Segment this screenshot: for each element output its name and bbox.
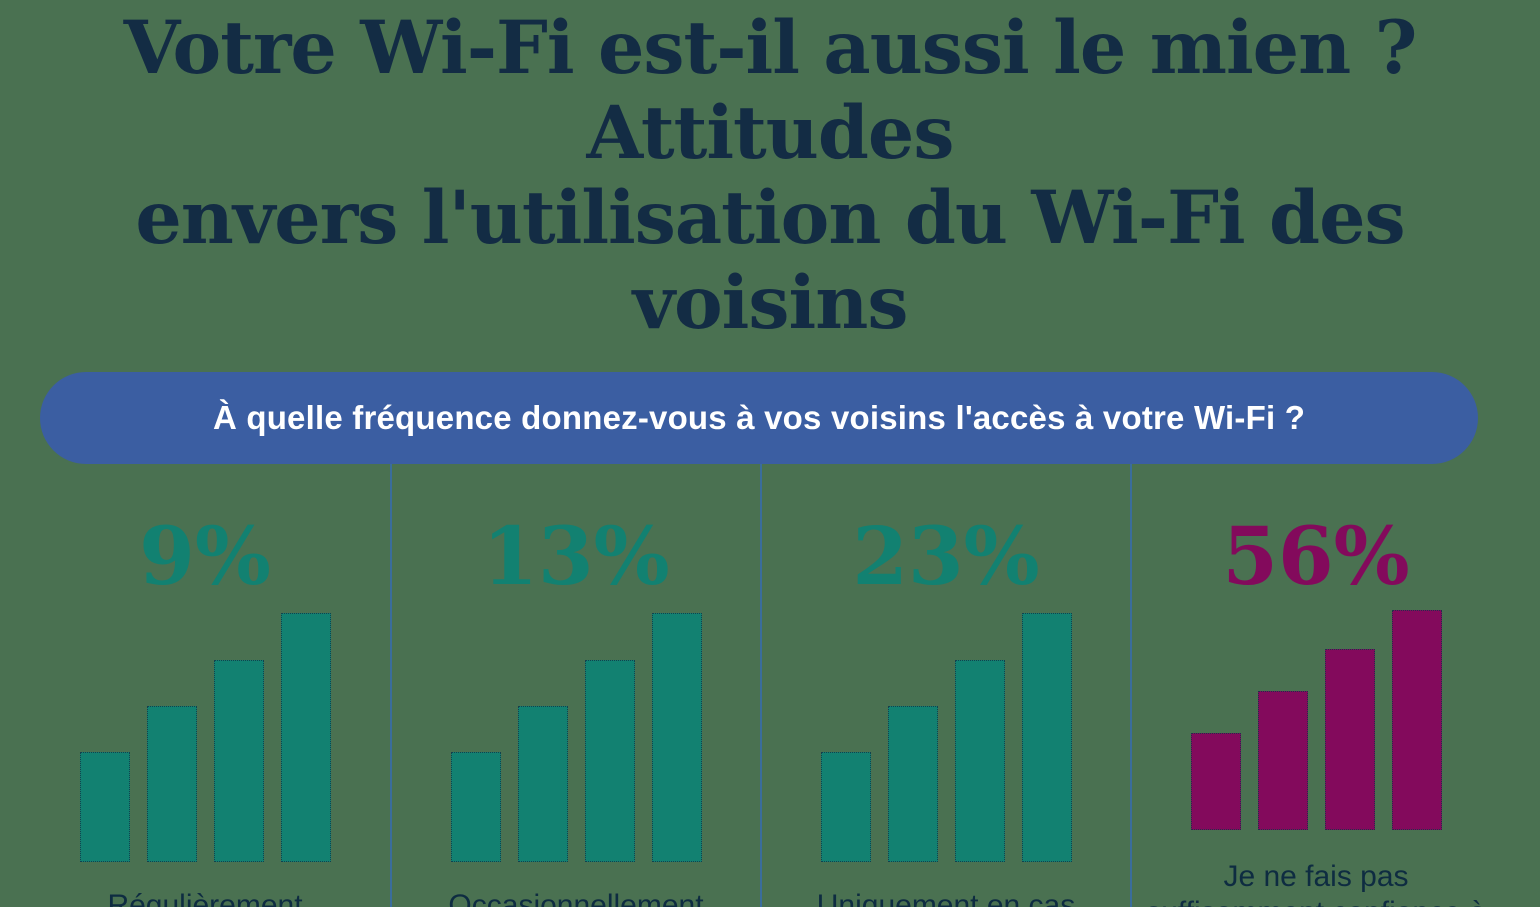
category-label: Occasionnellement <box>448 889 704 907</box>
percent-value: 56% <box>1222 509 1410 603</box>
ascending-bars-icon <box>820 610 1072 862</box>
page-title: Votre Wi-Fi est-il aussi le mien ? Attit… <box>0 6 1540 346</box>
bar <box>280 613 331 862</box>
bar <box>517 706 568 862</box>
bar <box>954 660 1005 862</box>
ascending-bars-icon <box>450 610 702 862</box>
ascending-bars-icon <box>1190 610 1442 830</box>
bar <box>1257 691 1308 830</box>
bar <box>584 660 635 862</box>
category-column: 9% Régulièrement <box>20 464 390 907</box>
bar <box>146 706 197 862</box>
percent-value: 13% <box>482 509 670 603</box>
bar <box>820 752 871 862</box>
bar <box>213 660 264 862</box>
bar <box>1391 610 1442 830</box>
percent-value: 9% <box>139 509 271 603</box>
category-column: 13% Occasionnellement <box>390 464 760 907</box>
ascending-bars-icon <box>79 610 331 862</box>
category-label: Uniquement en cas d'urgence <box>816 889 1076 907</box>
page-title-line1: Votre Wi-Fi est-il aussi le mien ? Attit… <box>123 5 1418 176</box>
bar <box>1021 613 1072 862</box>
category-column: 23% Uniquement en cas d'urgence <box>760 464 1130 907</box>
page-title-line2: envers l'utilisation du Wi-Fi des voisin… <box>135 175 1405 346</box>
percent-value: 23% <box>852 509 1040 603</box>
question-text: À quelle fréquence donnez-vous à vos voi… <box>212 399 1306 436</box>
bar <box>887 706 938 862</box>
bar <box>1324 649 1375 830</box>
bar <box>1190 733 1241 830</box>
bar <box>79 752 130 862</box>
chart-columns: 9% Régulièrement 13% Occasionnellement 2… <box>20 464 1500 907</box>
category-column: 56% Je ne fais pas suffisamment confianc… <box>1130 464 1500 907</box>
bar <box>450 752 501 862</box>
question-banner: À quelle fréquence donnez-vous à vos voi… <box>40 372 1478 464</box>
category-label: Régulièrement <box>107 889 303 907</box>
category-label: Je ne fais pas suffisamment confiance à … <box>1146 860 1486 907</box>
bar <box>651 613 702 862</box>
